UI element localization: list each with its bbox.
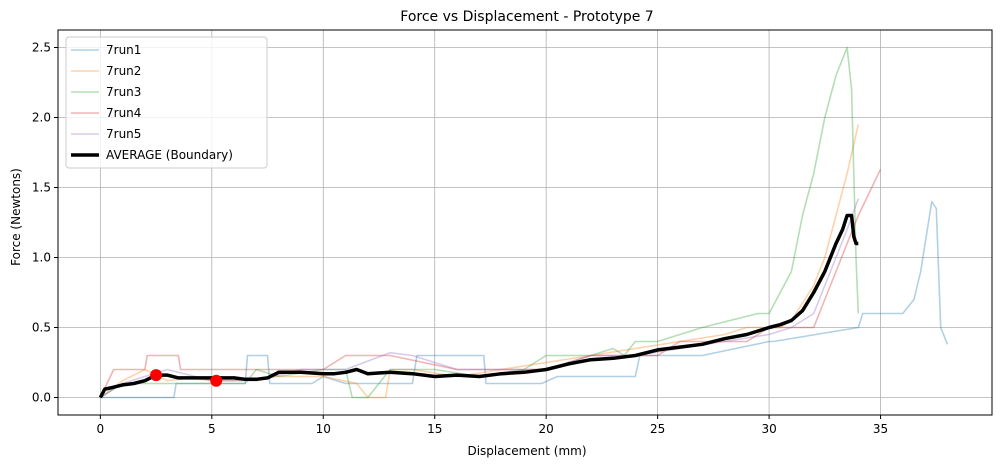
boundary-markers [150,369,223,387]
series-line-7run1 [100,200,949,399]
legend-label: AVERAGE (Boundary) [106,148,233,162]
y-tick-label: 0.5 [32,321,51,335]
legend-label: 7run4 [106,106,141,120]
y-tick-label: 2.5 [32,41,51,55]
y-tick-label: 2.0 [32,111,51,125]
x-tick-label: 35 [873,422,888,436]
boundary-marker [210,374,223,387]
x-tick-label: 10 [316,422,331,436]
x-tick-label: 15 [427,422,442,436]
legend-label: 7run5 [106,127,141,141]
legend-label: 7run1 [106,43,141,57]
plot-area [98,46,949,399]
plot-frame [57,29,993,416]
legend-label: 7run3 [106,85,141,99]
y-tick-label: 1.0 [32,251,51,265]
series-line-7run5 [99,198,860,399]
chart-title: Force vs Displacement - Prototype 7 [400,9,653,25]
y-tick-label: 1.5 [32,181,51,195]
series-line-7run4 [99,168,882,398]
x-tick-label: 30 [761,422,776,436]
series-line-average-boundary [98,213,859,399]
boundary-marker [150,369,163,382]
x-axis-title: Displacement (mm) [467,444,586,458]
x-tick-label: 25 [650,422,665,436]
legend-label: 7run2 [106,64,141,78]
series-line-7run3 [99,46,860,399]
x-tick-label: 0 [97,422,105,436]
y-tick-label: 0.0 [32,391,51,405]
legend-box [65,36,268,169]
y-axis-title: Force (Newtons) [9,168,23,266]
x-tick-label: 5 [208,422,216,436]
legend: 7run1 7run2 7run3 7run4 7run5 AVERAGE (Bounda… [65,36,268,169]
x-tick-label: 20 [539,422,554,436]
axis-ticks: 0 5 10 15 20 25 30 35 0.0 0.5 1.0 1.5 2.0 2.5 [32,41,888,437]
